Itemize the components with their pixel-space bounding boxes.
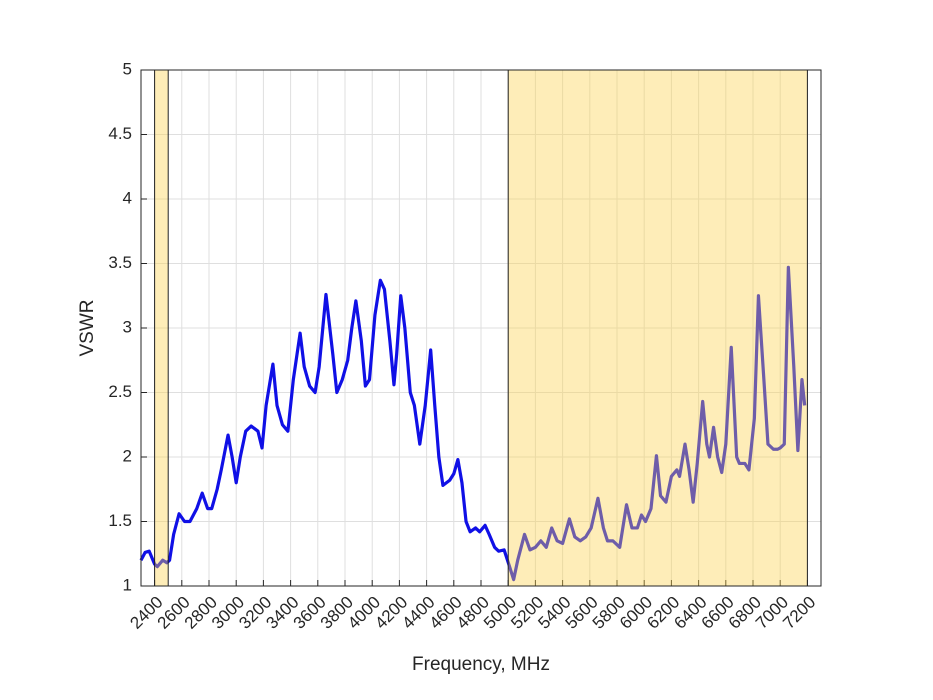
y-tick-label: 2	[123, 446, 132, 465]
axes-box	[140, 69, 822, 587]
y-tick-label: 3	[123, 317, 132, 336]
highlight-band	[154, 69, 169, 587]
y-tick-label: 3.5	[108, 253, 132, 272]
y-tick-label: 4	[123, 188, 132, 207]
x-axis-label: Frequency, MHz	[412, 654, 550, 675]
highlight-band	[507, 69, 808, 587]
y-tick-label: 2.5	[108, 382, 132, 401]
y-tick-label: 1	[123, 575, 132, 594]
data-line	[139, 265, 807, 582]
y-tick-label: 4.5	[108, 124, 132, 143]
y-tick-label: 1.5	[108, 511, 132, 530]
x-tick-label: 7200	[779, 593, 819, 633]
y-tick-label: 5	[123, 59, 132, 78]
y-axis-label: VSWR	[77, 300, 98, 357]
